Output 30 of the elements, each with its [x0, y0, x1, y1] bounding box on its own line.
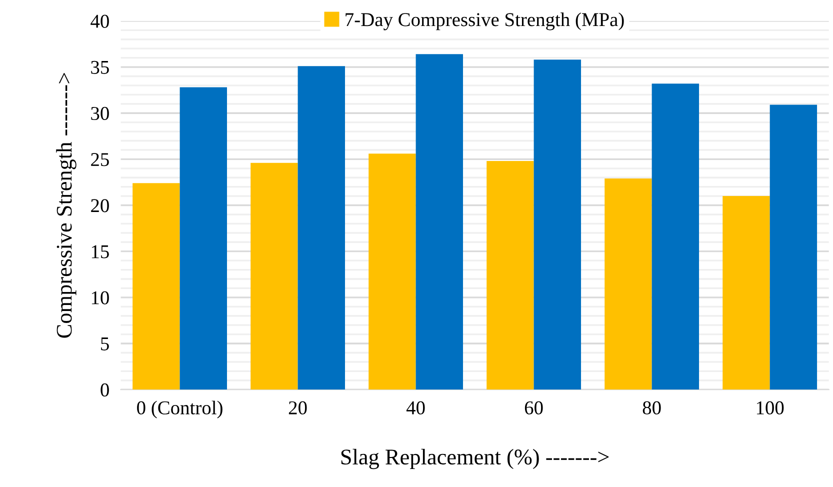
y-tick-label: 40 [90, 14, 109, 28]
y-tick-label: 25 [91, 153, 109, 166]
x-tick-label: 20 [288, 401, 307, 414]
x-tick-label: 100 [756, 401, 784, 414]
bar [132, 183, 180, 390]
y-axis-title: Compressive Strength -------> [56, 72, 76, 338]
x-tick-label: 0 (Control) [137, 400, 222, 418]
y-tick-label: 30 [91, 106, 109, 120]
y-tick-label: 0 [100, 383, 109, 397]
bar [298, 66, 345, 390]
bar [416, 54, 464, 390]
y-tick-label: 5 [101, 338, 109, 350]
bar [368, 154, 416, 390]
bar [486, 161, 534, 390]
y-tick-label: 15 [92, 245, 109, 258]
bar [250, 162, 298, 390]
y-tick-label: 35 [91, 60, 109, 74]
bar [604, 178, 652, 390]
y-tick-label: 10 [92, 291, 109, 304]
bar [722, 196, 770, 390]
bar [180, 87, 227, 390]
y-tick-label: 20 [91, 199, 109, 212]
x-tick-label: 80 [642, 401, 661, 414]
x-tick-label: 60 [524, 401, 543, 414]
bar [652, 84, 700, 390]
bar [534, 60, 582, 390]
x-axis-title: Slag Replacement (%) -------> [341, 448, 609, 470]
legend-label: 7-Day Compressive Strength (MPa) [346, 12, 624, 30]
x-tick-label: 40 [406, 401, 425, 414]
bar [770, 104, 818, 390]
